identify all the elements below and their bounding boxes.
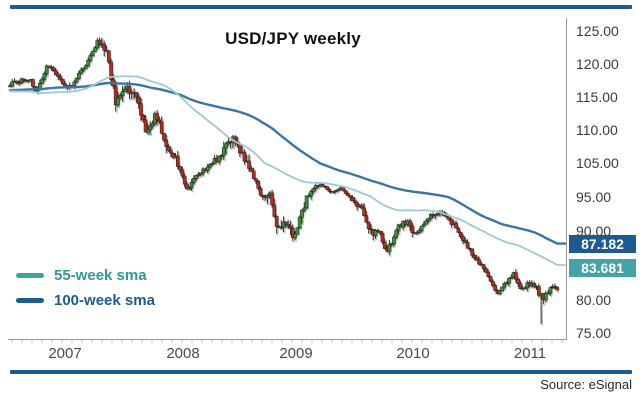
y-tick-120: 120.00 bbox=[576, 56, 619, 72]
x-axis-line bbox=[8, 339, 567, 340]
y-tick-115: 115.00 bbox=[576, 89, 618, 105]
x-tick-2011: 2011 bbox=[513, 345, 547, 362]
legend-label-100w-sma: 100-week sma bbox=[54, 292, 155, 309]
y-tick-110: 110.00 bbox=[576, 122, 618, 138]
y-tick-95: 95.00 bbox=[576, 189, 612, 205]
price-badge-55w-sma: 83.681 bbox=[569, 258, 636, 277]
x-tick-2007: 2007 bbox=[48, 345, 82, 362]
price-badge-100w-sma: 87.182 bbox=[569, 234, 636, 253]
x-tick-2008: 2008 bbox=[166, 345, 200, 362]
y-tick-80: 80.00 bbox=[576, 292, 612, 308]
x-tick-2009: 2009 bbox=[279, 345, 313, 362]
bottom-border-bar bbox=[10, 370, 632, 374]
source-credit: Source: eSignal bbox=[540, 377, 632, 392]
y-tick-75: 75.00 bbox=[576, 325, 612, 341]
y-axis-line bbox=[566, 18, 567, 340]
legend-swatch-55w-sma bbox=[16, 273, 44, 278]
legend-label-55w-sma: 55-week sma bbox=[54, 267, 147, 284]
chart-title: USD/JPY weekly bbox=[225, 29, 361, 48]
x-tick-2010: 2010 bbox=[396, 345, 430, 362]
top-border-bar bbox=[10, 5, 632, 9]
y-tick-105: 105.00 bbox=[576, 155, 619, 171]
y-tick-125: 125.00 bbox=[576, 23, 619, 39]
legend-swatch-100w-sma bbox=[16, 298, 44, 303]
